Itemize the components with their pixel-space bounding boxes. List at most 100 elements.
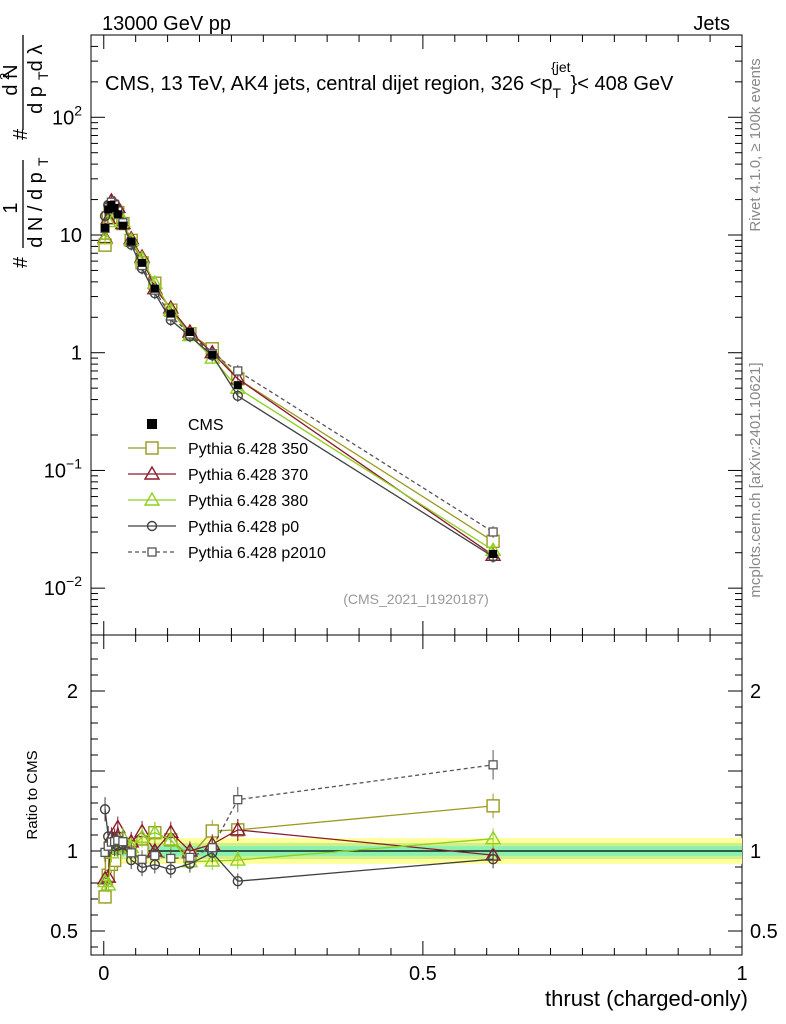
series-point-ratio <box>229 821 247 836</box>
cms-points-group <box>101 200 498 559</box>
y-tick-base: 10 <box>52 107 74 129</box>
series-point-ratio <box>162 831 179 846</box>
cms-point <box>208 350 217 359</box>
y-axis-label-ratio: Ratio to CMS <box>24 750 41 839</box>
series-line-main-4 <box>104 201 494 533</box>
series-point-ratio <box>99 804 111 815</box>
series-point-main <box>488 527 498 537</box>
series-point-main <box>232 390 243 402</box>
y-axis-label-main: # 1 d N / d p T # d N 2 d p T d λ <box>0 35 51 268</box>
title-sup: {jet <box>551 59 571 75</box>
y-tick-label-main: 10−1 <box>44 455 82 482</box>
legend-cms-label: CMS <box>188 417 224 434</box>
ylabel-hash-2: # <box>10 128 32 140</box>
series-point-ratio <box>133 828 151 843</box>
x-tick-label: 1 <box>736 963 747 985</box>
ylabel-frac-2-den: d p <box>25 86 47 114</box>
ratio-series-group <box>96 750 502 904</box>
y-tick-label-ratio-right: 1 <box>750 841 761 863</box>
y-tick-exp: −1 <box>66 455 82 471</box>
cms-point <box>110 203 119 212</box>
legend-label-3: Pythia 6.428 p0 <box>188 519 299 536</box>
header-collision: 13000 GeV pp <box>102 13 231 35</box>
series-point-ratio <box>207 843 217 853</box>
mcplots-label: mcplots.cern.ch [arXiv:2401.10621] <box>747 362 764 597</box>
cms-point <box>101 223 110 232</box>
series-point-ratio <box>229 851 247 866</box>
series-point-ratio <box>166 853 176 864</box>
series-point-ratio <box>185 852 195 863</box>
ylabel-frac-1-num: 1 <box>0 202 22 213</box>
series-point-ratio <box>233 795 243 805</box>
y-tick-label-ratio-left: 1 <box>67 841 78 863</box>
title-sub: T <box>553 85 562 101</box>
legend-label-2: Pythia 6.428 380 <box>188 493 308 510</box>
legend-marker-4 <box>147 547 157 557</box>
ylabel-frac-2-den-sub: T <box>35 71 51 80</box>
y-tick-label-ratio-left: 2 <box>67 681 78 703</box>
ylabel-frac-2-num-sup: 2 <box>0 73 12 80</box>
y-tick-label-main: 1 <box>71 343 82 365</box>
series-point-ratio <box>150 850 160 861</box>
y-tick-exp: 2 <box>74 102 82 118</box>
ylabel-frac-2-den-lambda: d λ <box>25 45 47 72</box>
x-tick-label: 0.5 <box>409 963 437 985</box>
ratio-plot-frame <box>90 634 743 956</box>
legend-label-1: Pythia 6.428 370 <box>188 467 308 484</box>
y-tick-base: 10 <box>44 578 66 600</box>
x-tick-label: 0 <box>98 963 109 985</box>
ylabel-hash-1: # <box>10 256 32 268</box>
title-pre: CMS, 13 TeV, AK4 jets, central dijet reg… <box>105 73 553 95</box>
ratio-bands <box>103 838 742 864</box>
series-point-ratio <box>204 852 221 867</box>
y-tick-exp: −2 <box>66 573 82 589</box>
legend-marker-3 <box>146 520 158 532</box>
series-point-ratio <box>232 875 243 887</box>
cms-point <box>150 284 159 293</box>
title-post: }< 408 GeV <box>571 73 675 95</box>
cms-point <box>185 327 194 336</box>
cms-point <box>118 221 127 230</box>
series-point-ratio <box>126 848 136 858</box>
legend-marker-1 <box>143 465 161 480</box>
cms-point <box>127 237 136 246</box>
series-point-ratio <box>486 799 500 813</box>
series-point-ratio <box>98 890 112 904</box>
cms-point <box>489 550 498 559</box>
y-tick-label-ratio-right: 0.5 <box>750 921 778 943</box>
y-tick-label-main: 10−2 <box>44 573 82 600</box>
series-point-ratio <box>488 760 498 770</box>
ratio-axis-ticks: 0 0.5 10.5 0.51 12 2 <box>50 635 778 985</box>
cms-point <box>138 258 147 267</box>
cms-point <box>233 381 242 390</box>
series-point-ratio <box>146 824 164 839</box>
plot-title: CMS, 13 TeV, AK4 jets, central dijet reg… <box>105 59 674 101</box>
series-point-main <box>233 366 243 376</box>
legend-cms-marker <box>147 419 157 429</box>
x-axis-label: thrust (charged-only) <box>545 986 748 1011</box>
legend-marker-0 <box>145 441 159 455</box>
y-tick-base: 10 <box>44 460 66 482</box>
cms-point <box>166 309 175 318</box>
header-process: Jets <box>693 13 730 35</box>
ylabel-frac-1-den: d N / d p <box>25 172 47 248</box>
rivet-label: Rivet 4.1.0, ≥ 100k events <box>747 58 764 231</box>
y-tick-label-main: 10 <box>60 225 82 247</box>
plot-title-text: CMS, 13 TeV, AK4 jets, central dijet reg… <box>105 59 674 101</box>
cms-point <box>113 210 122 219</box>
y-tick-label-ratio-left: 0.5 <box>50 921 78 943</box>
series-point-ratio <box>484 830 502 845</box>
ylabel-frac-1-den-sub: T <box>35 157 51 166</box>
legend-marker-2 <box>143 491 161 506</box>
y-tick-label-ratio-right: 2 <box>750 681 761 703</box>
legend: CMS Pythia 6.428 350 Pythia 6.428 370 Pythi… <box>128 417 326 562</box>
legend-label-0: Pythia 6.428 350 <box>188 441 308 458</box>
series-point-ratio <box>487 854 499 865</box>
ylabel-frac-2-num: d N <box>0 64 22 95</box>
legend-label-4: Pythia 6.428 p2010 <box>188 545 326 562</box>
y-tick-label-main: 102 <box>52 102 82 129</box>
analysis-id: (CMS_2021_I1920187) <box>343 591 489 607</box>
cms-point <box>104 205 113 214</box>
